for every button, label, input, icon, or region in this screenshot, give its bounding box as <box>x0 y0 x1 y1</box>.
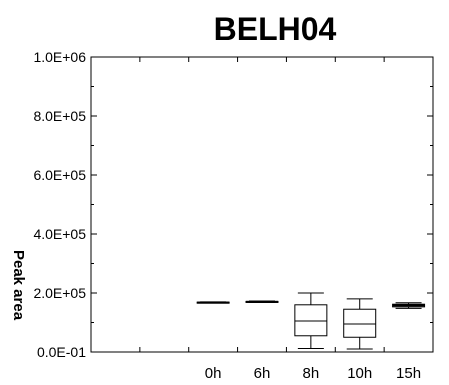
x-tick-label: 6h <box>254 365 271 382</box>
box-rect <box>294 304 328 337</box>
plot-frame <box>90 56 434 353</box>
plot-border <box>90 56 434 353</box>
x-tick-label: 8h <box>303 365 320 382</box>
x-axis: 0h 6h 8h 10h 15h <box>90 57 434 382</box>
box-0h <box>196 301 230 304</box>
x-tick-label: 10h <box>347 365 372 382</box>
x-tick-label: 0h <box>205 365 222 382</box>
box-8h <box>294 292 328 349</box>
y-tick-label: 6.0E+05 <box>33 167 86 183</box>
chart-title: BELH04 <box>214 11 337 47</box>
y-tick-label: 4.0E+05 <box>33 226 86 242</box>
y-axis-label: Peak area <box>10 250 27 321</box>
x-tick-label: 15h <box>396 365 421 382</box>
y-tick-label: 2.0E+05 <box>33 285 86 301</box>
box-10h <box>343 298 377 350</box>
box-6h <box>245 300 279 303</box>
box-rect <box>343 308 377 338</box>
box-15h <box>392 302 426 309</box>
box-series <box>196 292 426 350</box>
y-tick-label: 0.0E-01 <box>37 344 86 360</box>
y-axis: 0.0E-01 2.0E+05 4.0E+05 6.0E+05 8.0E+05 1.0E+… <box>33 49 433 360</box>
y-tick-label: 8.0E+05 <box>33 108 86 124</box>
y-tick-label: 1.0E+06 <box>33 49 86 65</box>
